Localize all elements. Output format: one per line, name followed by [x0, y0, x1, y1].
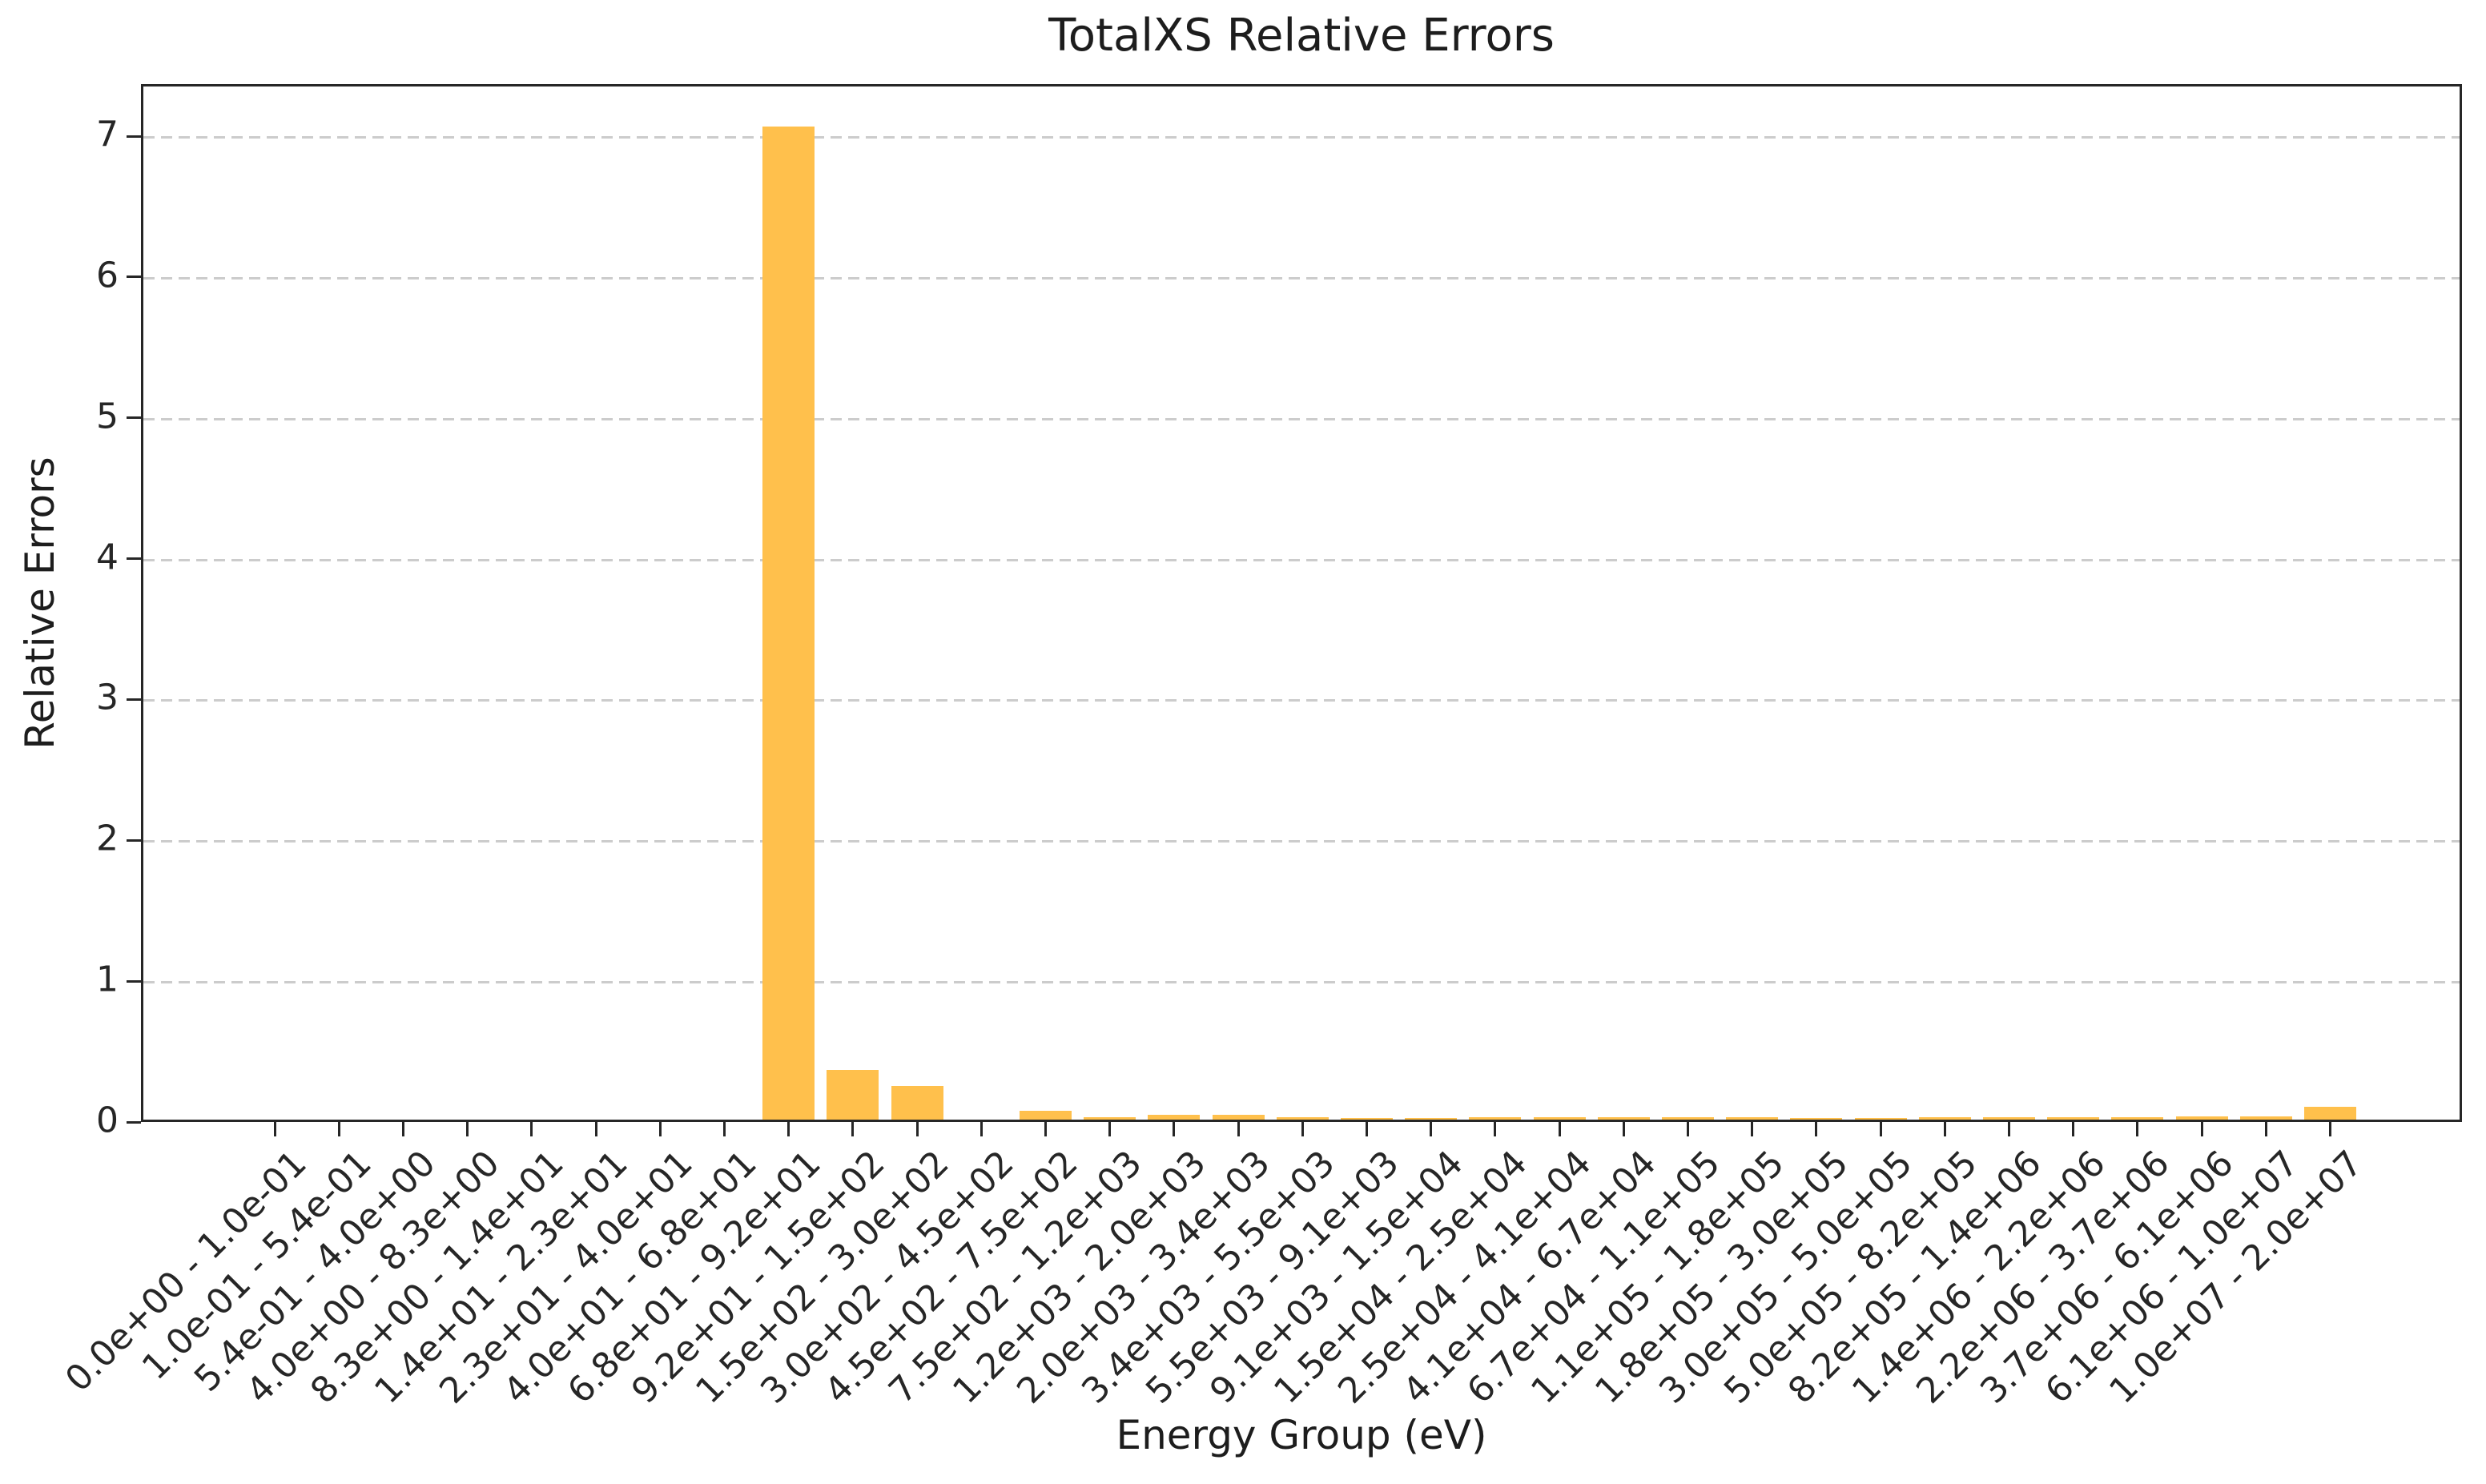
x-tick — [1237, 1122, 1240, 1136]
x-tick — [658, 1122, 662, 1136]
bar — [1469, 1117, 1522, 1120]
x-tick — [2136, 1122, 2139, 1136]
x-axis-label: Energy Group (eV) — [1116, 1412, 1487, 1458]
x-tick — [1879, 1122, 1882, 1136]
bar — [1790, 1117, 1843, 1120]
x-tick — [2200, 1122, 2203, 1136]
bar — [1276, 1117, 1329, 1120]
y-tick — [127, 979, 141, 983]
bar — [1084, 1117, 1136, 1120]
gridline — [143, 699, 2460, 702]
x-tick — [2328, 1122, 2331, 1136]
x-tick — [1815, 1122, 1818, 1136]
gridline — [143, 981, 2460, 984]
x-tick — [851, 1122, 855, 1136]
gridline — [143, 417, 2460, 420]
x-tick — [2072, 1122, 2075, 1136]
x-tick — [1622, 1122, 1625, 1136]
bar — [891, 1085, 943, 1120]
x-tick — [1943, 1122, 1946, 1136]
bar — [2047, 1117, 2100, 1120]
gridline — [143, 558, 2460, 561]
x-tick — [915, 1122, 919, 1136]
x-tick — [273, 1122, 276, 1136]
x-tick — [530, 1122, 533, 1136]
x-tick — [1751, 1122, 1754, 1136]
x-tick — [2007, 1122, 2010, 1136]
bar — [1854, 1117, 1907, 1120]
x-tick — [466, 1122, 469, 1136]
y-tick-label: 2 — [96, 818, 119, 859]
x-tick — [1558, 1122, 1561, 1136]
y-tick — [127, 416, 141, 420]
x-tick — [1108, 1122, 1112, 1136]
bar — [2175, 1116, 2228, 1120]
bar — [1405, 1117, 1458, 1120]
bar — [1212, 1114, 1265, 1120]
y-tick — [127, 135, 141, 138]
plot-area — [141, 84, 2462, 1122]
y-tick-label: 1 — [96, 959, 119, 1000]
x-tick — [1686, 1122, 1689, 1136]
y-tick — [127, 557, 141, 561]
bar — [1019, 1111, 1072, 1120]
gridline — [143, 136, 2460, 139]
y-tick-label: 4 — [96, 537, 119, 578]
x-tick — [722, 1122, 726, 1136]
bar — [1661, 1117, 1714, 1120]
bar — [827, 1070, 879, 1120]
x-tick — [1365, 1122, 1368, 1136]
bar — [1726, 1117, 1779, 1120]
x-tick — [1430, 1122, 1433, 1136]
bar — [1597, 1117, 1650, 1120]
bar — [2303, 1107, 2356, 1120]
y-tick-label: 5 — [96, 396, 119, 437]
y-tick — [127, 698, 141, 701]
x-tick — [1173, 1122, 1176, 1136]
y-tick-label: 3 — [96, 677, 119, 718]
gridline — [143, 276, 2460, 280]
bar — [762, 127, 815, 1120]
gridline — [143, 840, 2460, 843]
x-tick — [401, 1122, 404, 1136]
y-tick — [127, 1120, 141, 1124]
y-tick-label: 6 — [96, 255, 119, 296]
x-tick — [1494, 1122, 1497, 1136]
x-tick — [1044, 1122, 1047, 1136]
bar — [1918, 1117, 1971, 1120]
y-tick — [127, 839, 141, 842]
x-tick — [337, 1122, 340, 1136]
chart-title: TotalXS Relative Errors — [1048, 10, 1555, 62]
bar — [1533, 1117, 1586, 1120]
x-tick — [594, 1122, 597, 1136]
bar — [1982, 1117, 2035, 1120]
y-tick-label: 0 — [96, 1100, 119, 1141]
y-tick-label: 7 — [96, 114, 119, 155]
y-tick — [127, 275, 141, 279]
bar — [2239, 1116, 2292, 1120]
x-tick — [980, 1122, 983, 1136]
x-tick — [2264, 1122, 2267, 1136]
bar — [2111, 1117, 2164, 1120]
x-tick — [1301, 1122, 1304, 1136]
y-axis-label: Relative Errors — [17, 456, 63, 750]
bar — [1148, 1114, 1201, 1120]
x-tick — [787, 1122, 790, 1136]
bar — [1340, 1117, 1393, 1120]
